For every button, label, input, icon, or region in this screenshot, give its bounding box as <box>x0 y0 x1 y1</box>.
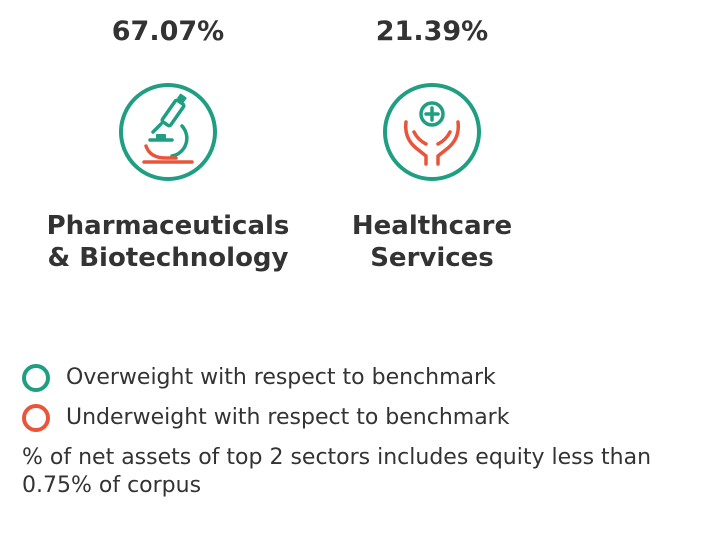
sector-percent: 21.39% <box>375 16 489 47</box>
underweight-circle-icon <box>22 404 50 432</box>
microscope-icon <box>116 80 220 184</box>
caring-hands-cross-icon <box>380 80 484 184</box>
sector-percent: 67.07% <box>111 16 225 47</box>
sector-name: Pharmaceuticals & Biotechnology <box>46 211 290 273</box>
legend: Overweight with respect to benchmark Und… <box>22 360 712 500</box>
footnote: % of net assets of top 2 sectors include… <box>22 445 652 498</box>
legend-underweight-label: Underweight with respect to benchmark <box>66 405 510 430</box>
sector-name: Healthcare Services <box>351 211 513 273</box>
legend-overweight-label: Overweight with respect to benchmark <box>66 365 496 390</box>
legend-overweight: Overweight with respect to benchmark <box>22 360 712 400</box>
overweight-circle-icon <box>22 364 50 392</box>
legend-underweight: Underweight with respect to benchmark <box>22 400 712 440</box>
